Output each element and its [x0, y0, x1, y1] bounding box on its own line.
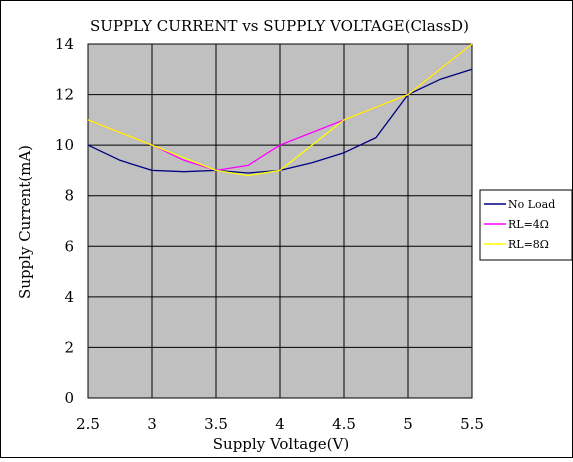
- y-tick-label: 10: [55, 136, 74, 154]
- x-axis-label: Supply Voltage(V): [213, 435, 349, 453]
- x-tick-label: 4.5: [332, 415, 356, 433]
- x-tick-label: 5: [403, 415, 413, 433]
- y-tick-label: 4: [64, 288, 74, 306]
- chart-title: SUPPLY CURRENT vs SUPPLY VOLTAGE(ClassD): [90, 17, 469, 35]
- x-tick-label: 4: [275, 415, 285, 433]
- series-line-3: [87, 43, 473, 177]
- legend-label: No Load: [508, 198, 555, 211]
- y-tick-label: 14: [55, 35, 74, 53]
- x-tick-label: 2.5: [76, 415, 100, 433]
- y-axis-label: Supply Current(mA): [16, 145, 34, 299]
- legend: No Load RL=4Ω RL=8Ω: [479, 189, 573, 261]
- legend-label: RL=4Ω: [508, 218, 549, 231]
- legend-box: [479, 189, 573, 261]
- y-tick-label: 2: [64, 338, 74, 356]
- y-tick-label: 6: [64, 237, 74, 255]
- plot-area: 2.5 3 3.5 4 4.5 5 5.5 0 2 4 6 8 10 12 14: [55, 35, 484, 433]
- legend-label: RL=8Ω: [508, 238, 549, 251]
- y-tick-label: 8: [64, 187, 74, 205]
- y-tick-label: 0: [64, 389, 74, 407]
- x-tick-label: 5.5: [460, 415, 484, 433]
- y-tick-label: 12: [55, 86, 74, 104]
- x-tick-label: 3: [147, 415, 157, 433]
- x-tick-label: 3.5: [204, 415, 228, 433]
